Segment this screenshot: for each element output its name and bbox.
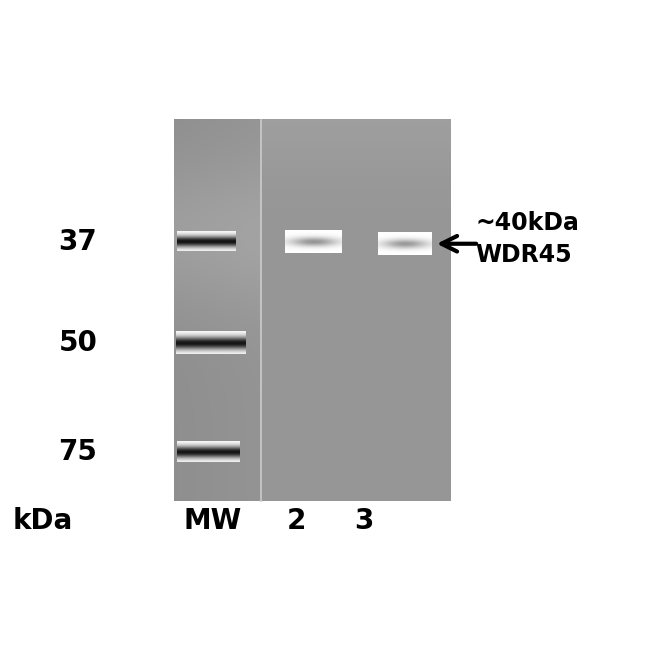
Text: kDa: kDa [12, 507, 73, 535]
Text: ~40kDa: ~40kDa [476, 211, 580, 235]
Text: WDR45: WDR45 [476, 243, 573, 267]
Text: 37: 37 [58, 228, 98, 256]
Text: 2: 2 [287, 507, 305, 535]
Text: 75: 75 [58, 438, 98, 466]
Text: MW: MW [183, 507, 242, 535]
Text: 50: 50 [58, 329, 98, 357]
Text: 3: 3 [354, 507, 373, 535]
